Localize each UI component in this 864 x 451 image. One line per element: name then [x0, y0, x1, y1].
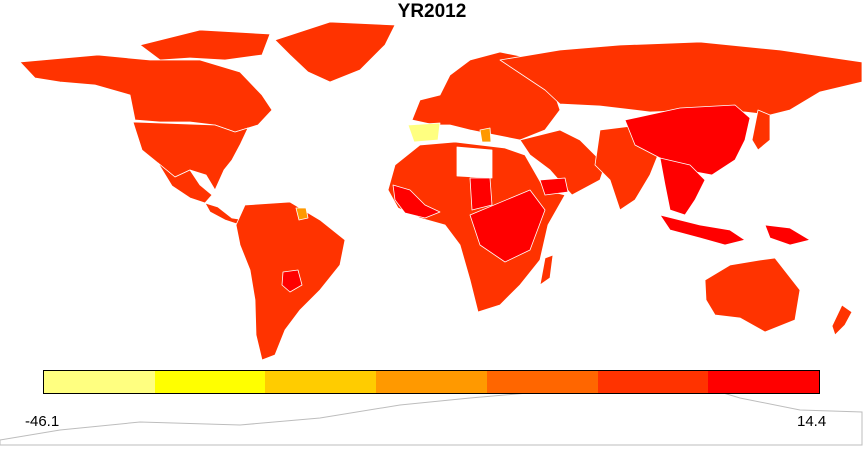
- region-arctic-islands: [139, 29, 271, 61]
- region-paraguay: [281, 269, 303, 293]
- map-title: YR2012: [397, 1, 467, 22]
- region-yemen: [539, 177, 569, 196]
- color-legend: [43, 370, 820, 394]
- region-middle-east: [519, 129, 606, 196]
- region-greece: [479, 127, 492, 143]
- legend-swatch: [597, 371, 709, 393]
- legend-min-label: -46.1: [25, 413, 60, 430]
- region-japan: [751, 109, 771, 151]
- legend-max-label: 14.4: [797, 413, 827, 430]
- legend-swatch: [376, 371, 487, 393]
- region-spain: [407, 122, 441, 143]
- region-china: [624, 104, 751, 176]
- legend-swatch: [44, 371, 155, 393]
- region-mexico: [157, 162, 213, 204]
- region-greenland: [274, 21, 396, 83]
- legend-swatch: [154, 371, 266, 393]
- region-libya: [456, 146, 493, 179]
- region-indonesia: [659, 214, 746, 246]
- region-chad: [469, 177, 493, 211]
- region-southeast-asia: [659, 157, 706, 216]
- legend-swatch: [265, 371, 377, 393]
- region-west-africa: [392, 184, 441, 219]
- region-madagascar: [539, 254, 554, 286]
- region-east-africa: [469, 189, 546, 263]
- region-australia: [704, 257, 801, 333]
- region-new-zealand: [831, 304, 853, 336]
- region-russia: [499, 41, 863, 116]
- legend-swatch: [708, 371, 820, 393]
- legend-swatch: [486, 371, 598, 393]
- region-canada: [19, 54, 273, 133]
- region-guyana: [295, 207, 309, 221]
- region-new-guinea: [764, 224, 811, 246]
